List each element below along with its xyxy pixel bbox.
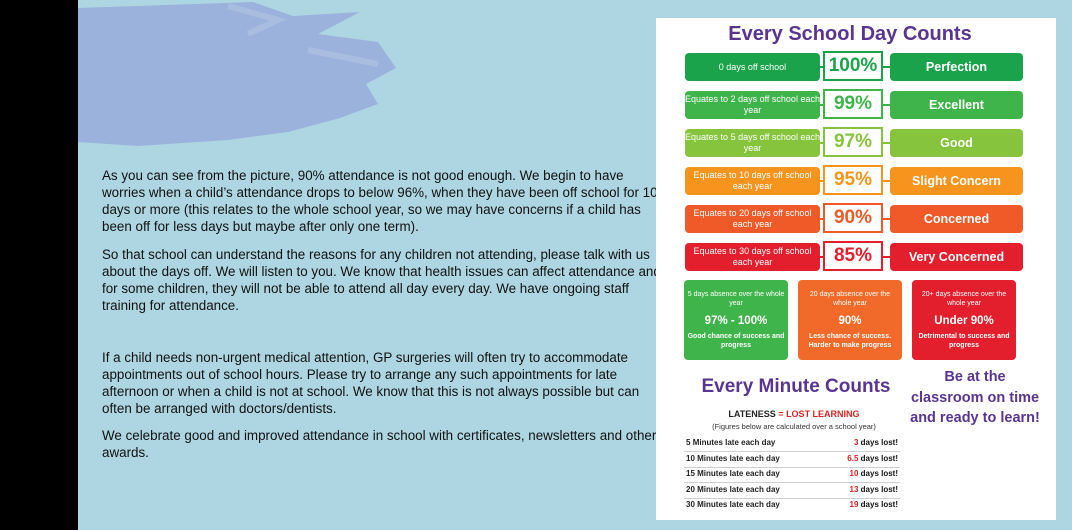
minutes-value: 30 (686, 500, 695, 509)
paragraph-celebrate: We celebrate good and improved attendanc… (102, 428, 657, 460)
figures-note: (Figures below are calculated over a sch… (712, 422, 876, 431)
minutes-value: 15 (686, 469, 695, 478)
minutes-value: 10 (686, 453, 695, 463)
attendance-poster: Every School Day Counts 0 days off schoo… (656, 18, 1056, 520)
rating-label: Very Concerned (890, 243, 1023, 271)
lateness-minutes: 5 Minutes late each day (686, 438, 775, 447)
days-lost-label: days lost! (860, 453, 898, 463)
attendance-percent: 100% (823, 51, 883, 81)
minute-title: Every Minute Counts (701, 376, 891, 397)
minutes-value: 5 (686, 438, 691, 447)
lateness-minutes: 20 Minutes late each day (686, 485, 780, 494)
rating-label: Excellent (890, 91, 1023, 119)
absence-card: 5 days absence over the whole year 97% - … (684, 280, 788, 360)
row-divider (684, 466, 900, 468)
days-lost-value: 19 (849, 500, 859, 509)
days-lost: 10 days lost! (850, 469, 898, 478)
days-off-label: 0 days off school (685, 53, 820, 81)
minutes-label: Minutes late each day (697, 453, 780, 463)
lateness-minutes: 10 Minutes late each day (686, 454, 780, 463)
days-lost: 6.5 days lost! (847, 454, 898, 463)
attendance-percent: 99% (823, 89, 883, 119)
minutes-label: Minutes late each day (697, 484, 780, 494)
paragraph-talk-with-us: So that school can understand the reason… (102, 247, 661, 313)
slide: As you can see from the picture, 90% att… (78, 0, 1072, 530)
rating-label: Perfection (890, 53, 1023, 81)
days-lost-value: 10 (849, 469, 859, 478)
days-lost: 19 days lost! (850, 500, 898, 509)
days-lost-label: days lost! (860, 438, 898, 447)
days-lost-label: days lost! (860, 484, 898, 494)
card-absence-text: 20+ days absence over the whole year (921, 291, 1007, 307)
lateness-minutes: 15 Minutes late each day (686, 469, 780, 478)
rating-label: Slight Concern (890, 167, 1023, 195)
rating-label: Concerned (890, 205, 1023, 233)
card-percent: 90% (838, 315, 862, 327)
attendance-percent: 95% (823, 165, 883, 195)
attendance-row: Equates to 20 days off school each year 9… (685, 203, 1023, 233)
lateness-heading: LATENESS = LOST LEARNING (728, 409, 860, 419)
days-off-label: Equates to 5 days off school each year (685, 129, 820, 157)
card-outcome: Less chance of success. Harder to make p… (808, 333, 892, 349)
minutes-value: 20 (686, 484, 695, 494)
days-lost-label: days lost! (860, 500, 898, 509)
rating-label: Good (890, 129, 1023, 157)
attendance-row: Equates to 2 days off school each year 99… (685, 89, 1023, 119)
days-off-label: Equates to 2 days off school each year (685, 91, 820, 119)
paragraph-medical-appointments: If a child needs non-urgent medical atte… (102, 350, 640, 416)
days-lost: 13 days lost! (850, 485, 898, 494)
card-absence-text: 20 days absence over the whole year (809, 291, 891, 307)
attendance-percent: 90% (823, 203, 883, 233)
card-outcome: Detrimental to success and progress (918, 333, 1010, 349)
card-percent: Under 90% (934, 315, 994, 327)
attendance-row: Equates to 5 days off school each year 97… (685, 127, 1023, 157)
days-lost-value: 13 (849, 484, 859, 494)
days-lost-value: 6.5 (847, 453, 859, 463)
days-off-label: Equates to 20 days off school each year (685, 205, 820, 233)
absence-card: 20+ days absence over the whole year Unde… (912, 280, 1016, 360)
decorative-brush-stroke (78, 2, 396, 146)
days-off-label: Equates to 10 days off school each year (685, 167, 820, 195)
attendance-row: Equates to 10 days off school each year 9… (685, 165, 1023, 195)
attendance-percent: 85% (823, 241, 883, 271)
attendance-row: 0 days off school 100% Perfection (685, 51, 1023, 81)
days-lost: 3 days lost! (854, 438, 898, 447)
be-at-classroom-text: Be at the classroom on time and ready to… (910, 369, 1040, 426)
absence-card: 20 days absence over the whole year 90% Le… (798, 280, 902, 360)
row-divider (684, 497, 900, 499)
minutes-label: Minutes late each day (692, 438, 776, 447)
days-lost-value: 3 (853, 438, 859, 447)
days-off-label: Equates to 30 days off school each year (685, 243, 820, 271)
attendance-percent: 97% (823, 127, 883, 157)
minutes-label: Minutes late each day (697, 469, 780, 478)
days-lost-label: days lost! (860, 469, 898, 478)
minutes-label: Minutes late each day (697, 500, 780, 509)
row-divider (684, 451, 900, 452)
lateness-minutes: 30 Minutes late each day (686, 500, 780, 509)
card-percent: 97% - 100% (704, 315, 768, 327)
paragraph-attendance-concerns: As you can see from the picture, 90% att… (102, 168, 658, 234)
card-outcome: Good chance of success and progress (687, 333, 785, 349)
card-absence-text: 5 days absence over the whole year (687, 291, 785, 307)
attendance-row: Equates to 30 days off school each year 8… (685, 241, 1023, 271)
poster-title: Every School Day Counts (728, 23, 972, 45)
row-divider (684, 482, 900, 483)
